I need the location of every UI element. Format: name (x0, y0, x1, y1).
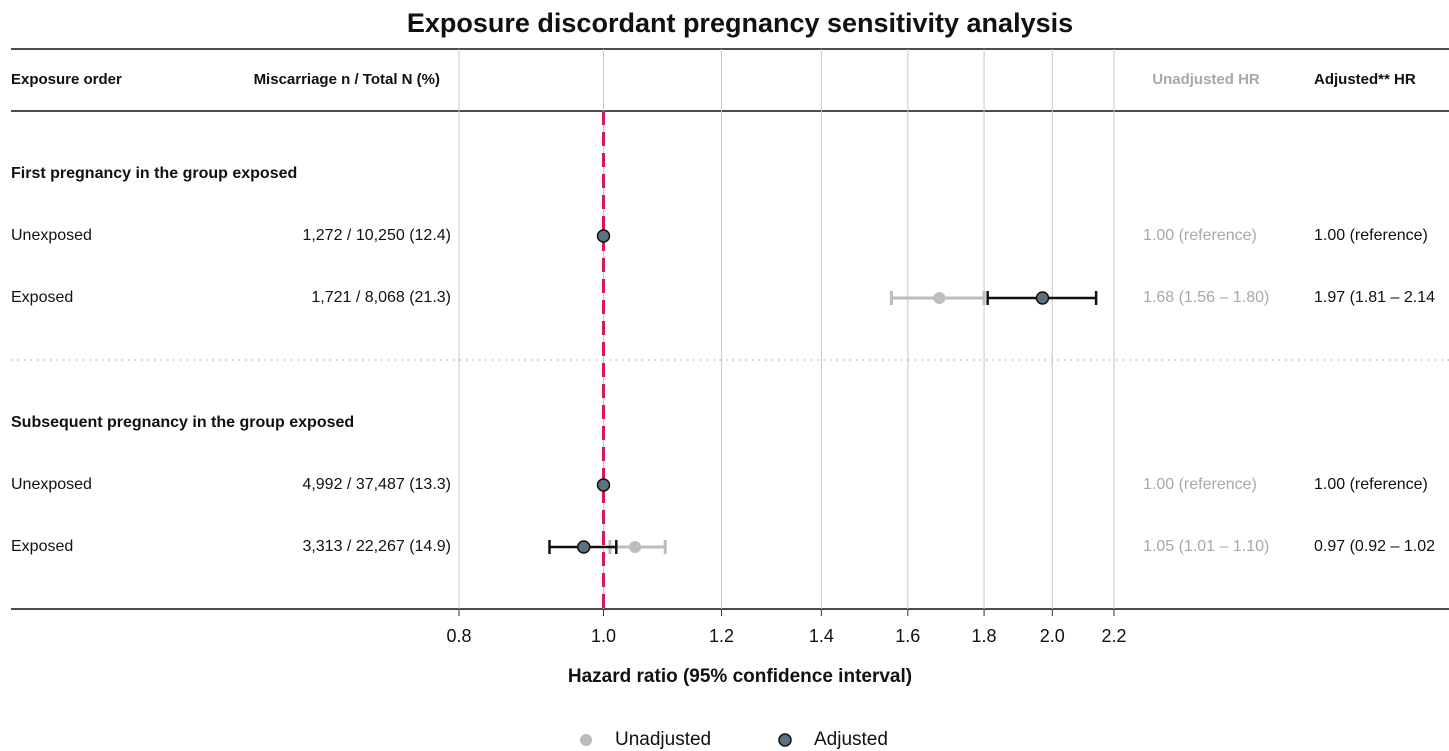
count: 1,721 / 8,068 (21.3) (311, 289, 451, 306)
x-tick-label: 1.2 (709, 626, 734, 646)
count: 3,313 / 22,267 (14.9) (302, 538, 451, 555)
column-header: Adjusted** HR (1314, 71, 1416, 88)
adjusted-hr: 1.00 (reference) (1314, 227, 1428, 244)
x-tick-label: 1.8 (972, 626, 997, 646)
row-label: Exposed (11, 538, 73, 555)
column-header: Miscarriage n / Total N (%) (254, 71, 440, 88)
unadjusted-hr: 1.00 (reference) (1143, 227, 1257, 244)
point (629, 541, 642, 553)
row-label: Unexposed (11, 227, 92, 244)
adjusted-hr: 1.97 (1.81 – 2.14 (1314, 289, 1435, 306)
point (596, 478, 611, 492)
unadjusted-hr: 1.00 (reference) (1143, 476, 1257, 493)
count: 4,992 / 37,487 (13.3) (302, 476, 451, 493)
legend-label: Unadjusted (615, 729, 711, 750)
unadjusted-hr: 1.68 (1.56 – 1.80) (1143, 289, 1269, 306)
x-tick-label: 1.0 (591, 626, 616, 646)
group-label: First pregnancy in the group exposed (11, 165, 297, 182)
point (933, 292, 946, 304)
x-tick-label: 2.2 (1101, 626, 1126, 646)
x-tick-label: 2.0 (1040, 626, 1065, 646)
row-label: Unexposed (11, 476, 92, 493)
row-label: Exposed (11, 289, 73, 306)
chart-title: Exposure discordant pregnancy sensitivit… (407, 8, 1073, 38)
x-tick-label: 1.4 (809, 626, 834, 646)
legend-marker (580, 734, 592, 746)
x-tick-label: 0.8 (446, 626, 471, 646)
point (596, 229, 611, 243)
grid (458, 49, 1115, 609)
count: 1,272 / 10,250 (12.4) (302, 227, 451, 244)
x-axis-title: Hazard ratio (95% confidence interval) (568, 666, 912, 687)
x-tick-label: 1.6 (895, 626, 920, 646)
point (1035, 291, 1050, 305)
group-label: Subsequent pregnancy in the group expose… (11, 414, 354, 431)
legend-marker (778, 733, 792, 747)
unadjusted-hr: 1.05 (1.01 – 1.10) (1143, 538, 1269, 555)
legend-label: Adjusted (814, 729, 888, 750)
point (577, 540, 591, 554)
adjusted-hr: 0.97 (0.92 – 1.02 (1314, 538, 1435, 555)
column-header: Exposure order (11, 71, 122, 88)
column-header: Unadjusted HR (1152, 71, 1260, 88)
adjusted-hr: 1.00 (reference) (1314, 476, 1428, 493)
